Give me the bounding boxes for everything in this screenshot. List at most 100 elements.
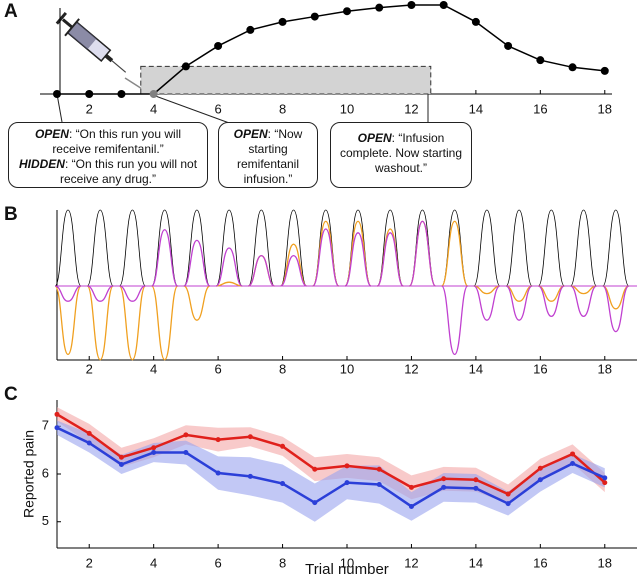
x-tick-label: 6 bbox=[214, 361, 221, 376]
x-tick-label: 12 bbox=[404, 361, 418, 376]
pulse bbox=[473, 285, 500, 295]
data-point bbox=[280, 481, 286, 487]
x-tick-label: 6 bbox=[214, 555, 221, 570]
data-point bbox=[537, 465, 543, 471]
callout-text: : “Infusion complete. Now starting washo… bbox=[339, 131, 463, 175]
callout: OPEN: “On this run you will receive remi… bbox=[8, 122, 208, 188]
x-tick-label: 18 bbox=[598, 555, 612, 570]
pulse bbox=[538, 285, 565, 318]
x-tick-label: 14 bbox=[469, 101, 483, 116]
pulse bbox=[505, 209, 533, 287]
data-point bbox=[602, 480, 608, 486]
pulse bbox=[441, 220, 469, 287]
x-tick-label: 16 bbox=[533, 101, 547, 116]
pulse bbox=[537, 209, 565, 287]
data-point bbox=[343, 7, 351, 16]
data-point bbox=[151, 450, 157, 456]
pulse bbox=[216, 281, 243, 287]
data-point bbox=[376, 466, 382, 472]
callout-pointer bbox=[149, 93, 233, 125]
data-point bbox=[471, 17, 480, 26]
pulse bbox=[312, 228, 340, 287]
data-point bbox=[376, 482, 382, 488]
data-point bbox=[246, 25, 255, 34]
pulse bbox=[119, 209, 146, 287]
shaded-region bbox=[140, 65, 432, 95]
x-tick-label: 8 bbox=[279, 555, 286, 570]
pulse bbox=[570, 285, 597, 318]
data-point bbox=[310, 12, 319, 21]
panel-label: B bbox=[4, 204, 18, 225]
x-tick-label: 8 bbox=[279, 361, 286, 376]
pulse bbox=[505, 285, 533, 302]
y-tick-label: 5 bbox=[42, 513, 49, 528]
x-tick-label: 8 bbox=[279, 101, 286, 116]
data-point bbox=[441, 476, 447, 482]
callout-label: OPEN bbox=[34, 127, 69, 141]
data-point bbox=[570, 451, 576, 457]
data-point bbox=[278, 17, 287, 26]
pulse bbox=[602, 285, 630, 333]
data-point bbox=[312, 466, 318, 472]
data-point bbox=[439, 1, 448, 9]
x-tick-label: 4 bbox=[150, 555, 157, 570]
data-point bbox=[86, 440, 92, 446]
data-line bbox=[57, 4, 605, 95]
x-tick-label: 12 bbox=[404, 555, 418, 570]
x-tick-label: 4 bbox=[150, 361, 157, 376]
pulse bbox=[473, 285, 501, 321]
pulse bbox=[602, 209, 630, 287]
pulse bbox=[248, 254, 275, 287]
data-point bbox=[53, 90, 61, 98]
pulse bbox=[54, 209, 82, 287]
data-point bbox=[181, 62, 190, 71]
pulse bbox=[215, 247, 243, 287]
data-point bbox=[473, 485, 479, 491]
pulse bbox=[247, 209, 275, 287]
x-tick-label: 10 bbox=[340, 361, 354, 376]
data-point bbox=[505, 501, 511, 507]
callout-pointer bbox=[56, 93, 63, 123]
data-point bbox=[408, 484, 414, 490]
pulse bbox=[280, 254, 307, 287]
plot-layer: A 2 4 6 8 10 12 14 16 18 B 2 4 6 8 10 12 14 16 18 C 2 4 6 8 10 12 1… bbox=[4, 1, 637, 577]
pulse bbox=[473, 209, 501, 287]
data-point bbox=[344, 463, 350, 469]
data-point bbox=[408, 503, 414, 509]
pulse bbox=[376, 232, 404, 287]
x-tick-label: 10 bbox=[340, 101, 354, 116]
pulse bbox=[119, 285, 146, 302]
pulse bbox=[344, 232, 372, 287]
callout-text: : “On this run you will not receive any … bbox=[59, 157, 198, 186]
pulse bbox=[183, 239, 211, 287]
pulse bbox=[151, 285, 179, 361]
y-tick-label: 6 bbox=[42, 465, 49, 480]
callout: OPEN: “Now starting remifentanil infusio… bbox=[218, 122, 318, 188]
data-point bbox=[247, 473, 253, 479]
callout: OPEN: “Infusion complete. Now starting w… bbox=[330, 122, 472, 188]
pulse bbox=[87, 285, 114, 302]
x-tick-label: 18 bbox=[598, 101, 612, 116]
callout-label: HIDDEN bbox=[18, 157, 65, 171]
data-point bbox=[280, 443, 286, 449]
x-tick-label: 14 bbox=[469, 555, 483, 570]
data-point bbox=[118, 454, 124, 460]
data-point bbox=[505, 491, 511, 497]
data-point bbox=[247, 434, 253, 440]
pulse bbox=[570, 285, 597, 295]
data-point bbox=[568, 63, 577, 72]
data-point bbox=[570, 460, 576, 466]
callout-text: : “On this run you will receive remifent… bbox=[52, 127, 182, 156]
x-tick-label: 4 bbox=[150, 101, 157, 116]
x-axis-label: Trial number bbox=[305, 561, 389, 577]
data-point bbox=[54, 411, 60, 417]
x-tick-label: 18 bbox=[598, 361, 612, 376]
data-point bbox=[85, 90, 94, 98]
callout-label: OPEN bbox=[357, 131, 392, 145]
data-point bbox=[473, 477, 479, 483]
data-point bbox=[375, 3, 384, 12]
panel-label: A bbox=[4, 1, 18, 22]
data-point bbox=[117, 90, 126, 98]
x-tick-label: 16 bbox=[533, 555, 547, 570]
data-point bbox=[86, 430, 92, 436]
